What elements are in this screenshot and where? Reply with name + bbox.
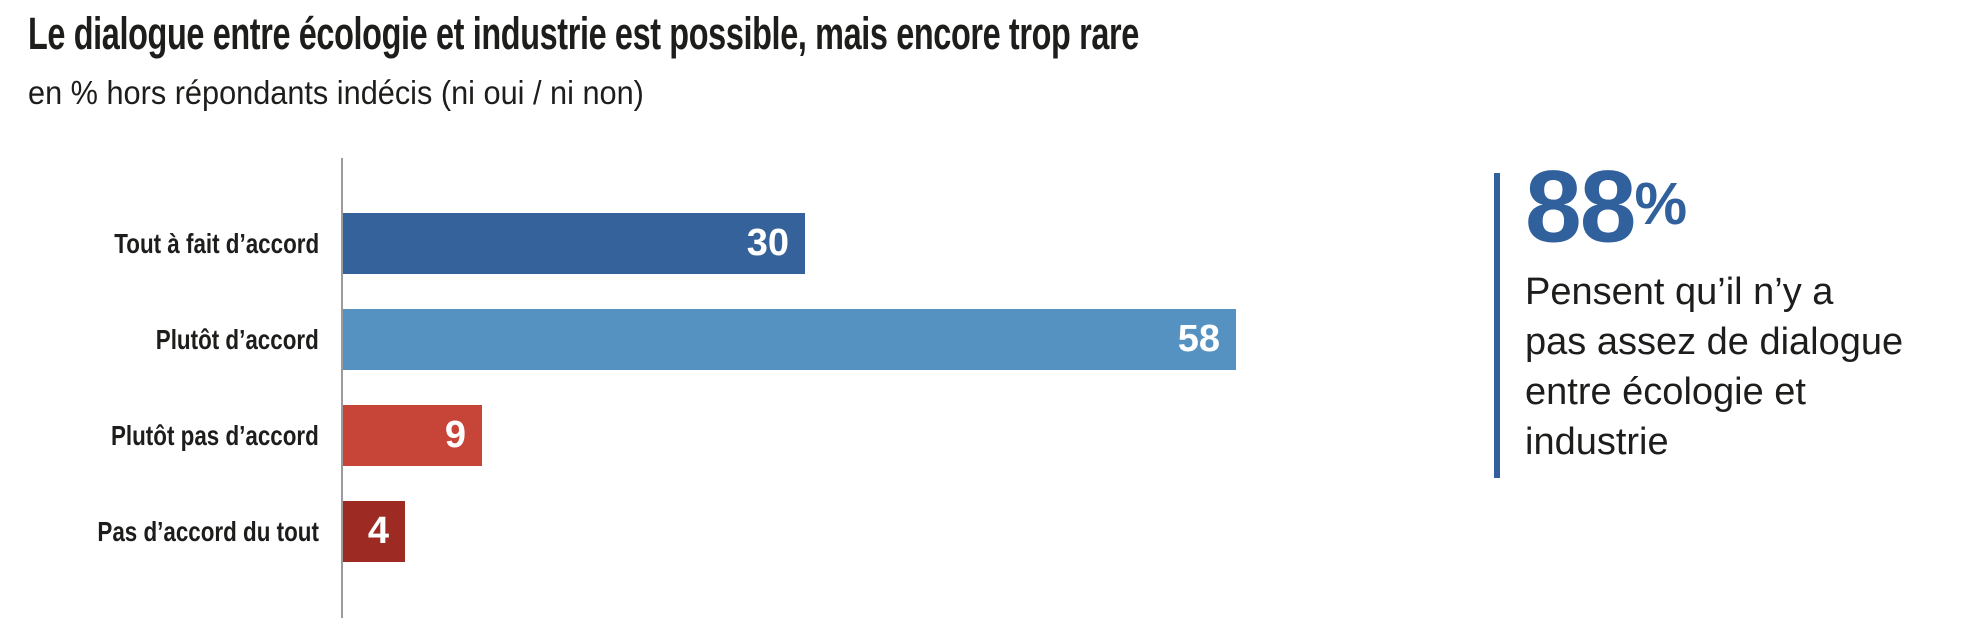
percent-sign: % [1634,170,1688,237]
callout: 88% Pensent qu’il n’y a pas assez de dia… [1494,156,1904,478]
category-label: Pas d’accord du tout [97,516,319,547]
chart-subtitle: en % hors répondants indécis (ni oui / n… [28,74,644,111]
callout-accent-line [1494,173,1500,478]
axis-line [341,158,343,618]
bar-2: 58 [343,309,1236,370]
callout-text: 88% Pensent qu’il n’y a pas assez de dia… [1525,156,1904,467]
bar-row: Plutôt d’accord 58 [0,309,1236,370]
category-label: Plutôt d’accord [155,324,319,355]
bar-row: Plutôt pas d’accord 9 [0,405,1236,466]
chart-title: Le dialogue entre écologie et industrie … [28,8,1139,59]
callout-value: 88% [1525,156,1903,258]
bar-value-label: 4 [367,510,389,552]
bar-value-label: 30 [746,222,789,264]
category-label: Tout à fait d’accord [114,228,319,259]
callout-description: Pensent qu’il n’y a pas assez de dialogu… [1525,270,1904,463]
bar-row: Tout à fait d’accord 30 [0,213,1236,274]
callout-number: 88 [1525,149,1636,264]
bar-row: Pas d’accord du tout 4 [0,501,1236,562]
category-label: Plutôt pas d’accord [111,420,319,451]
bar-value-label: 58 [1177,318,1220,360]
bar-1: 30 [343,213,805,274]
bar-4: 4 [343,501,405,562]
bar-rows: Tout à fait d’accord 30 Plutôt d’accord 58 P… [0,213,1236,562]
bar-3: 9 [343,405,482,466]
bar-value-label: 9 [444,414,466,456]
